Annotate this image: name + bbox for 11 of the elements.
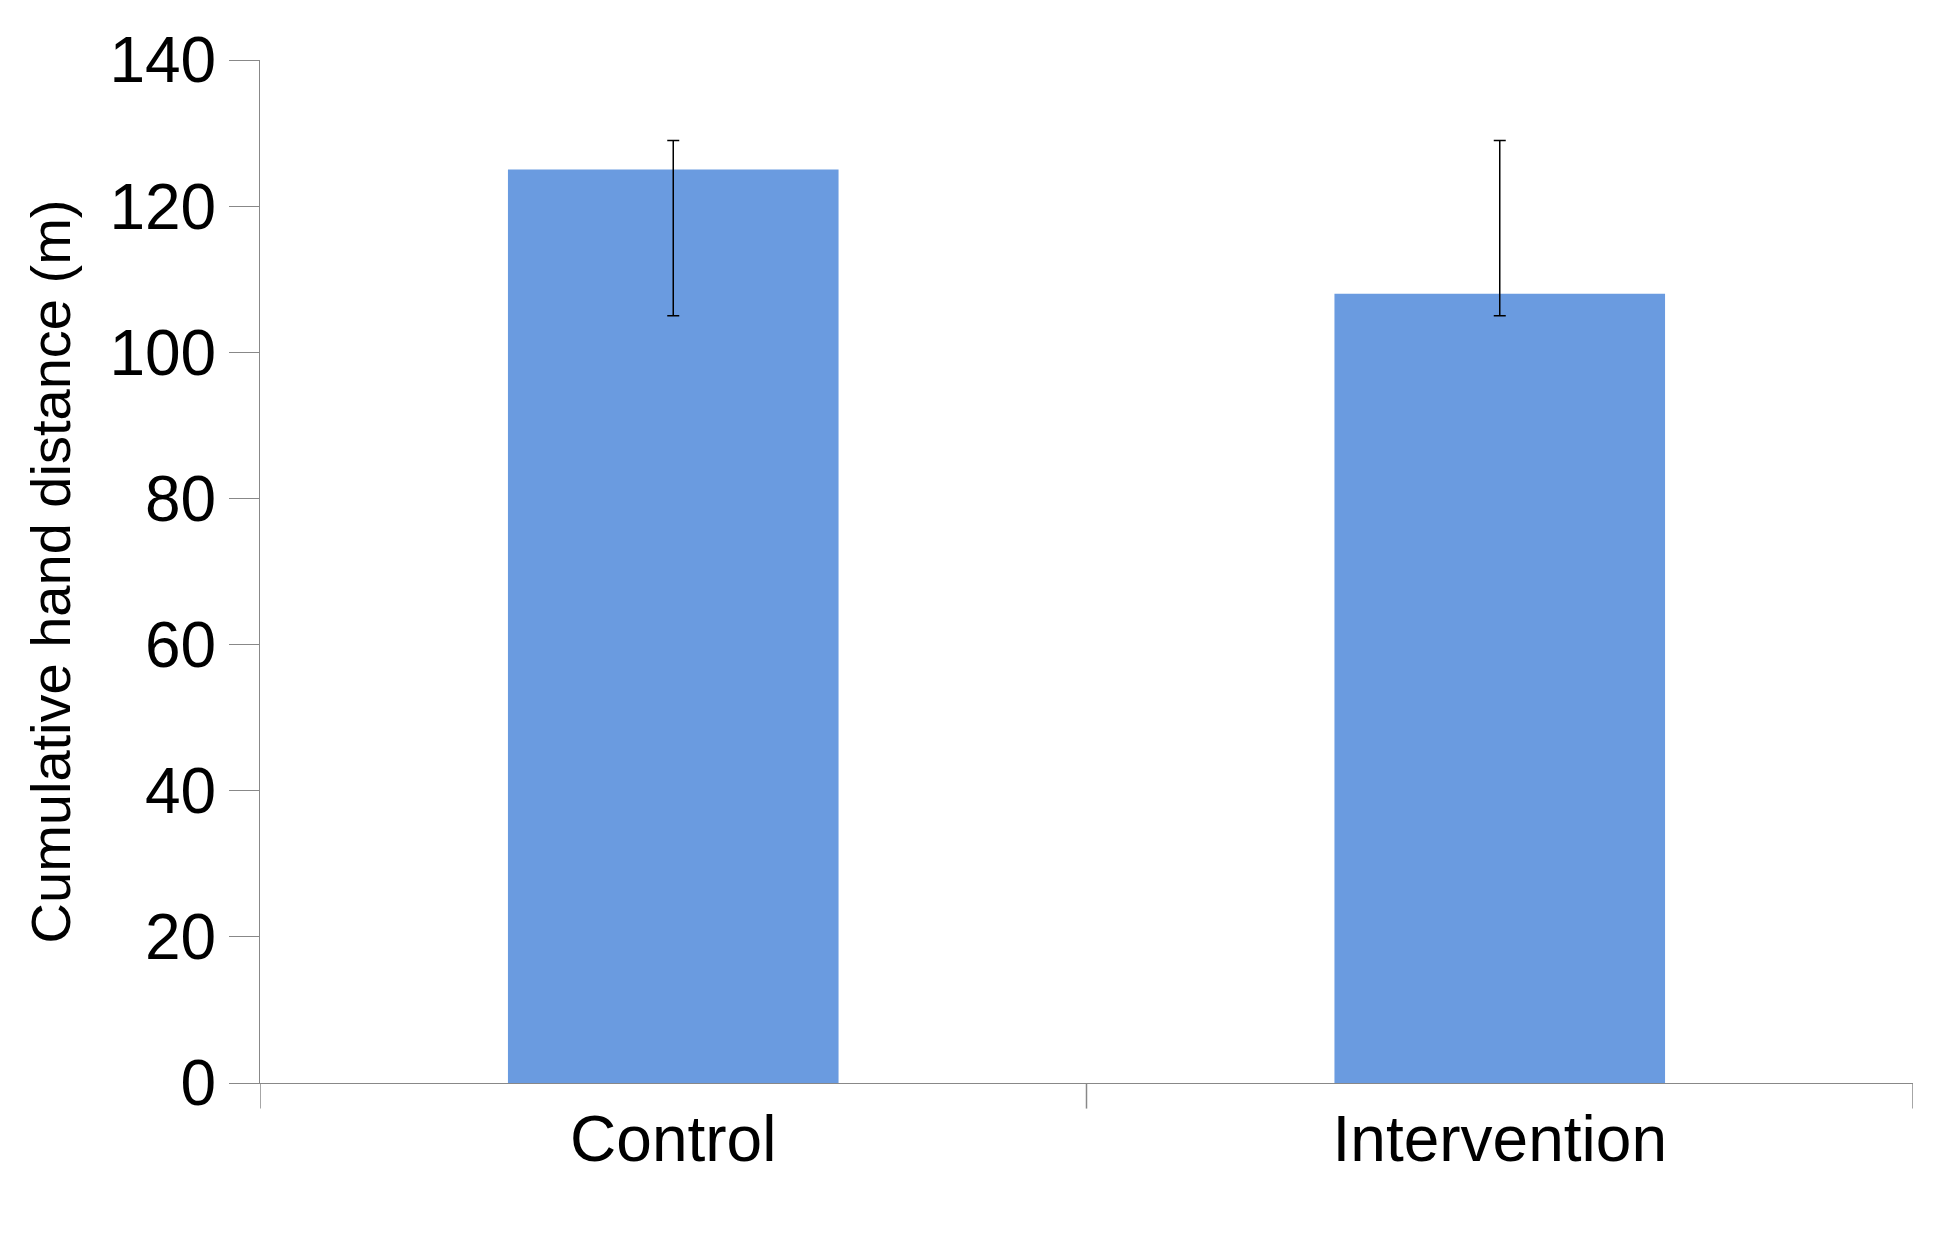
y-tick-label: 120 <box>109 170 217 243</box>
y-axis-title: Cumulative hand distance (m) <box>19 199 83 944</box>
y-tick-label: 80 <box>145 462 217 535</box>
y-tick-label: 40 <box>145 755 217 828</box>
x-tick-label: Intervention <box>1332 1102 1667 1175</box>
y-tick-label: 60 <box>145 608 217 681</box>
y-tick-label: 0 <box>180 1047 217 1120</box>
y-tick-label: 100 <box>109 316 217 389</box>
x-tick-label: Control <box>570 1102 777 1175</box>
y-tick-label: 20 <box>145 901 217 974</box>
y-tick-label: 140 <box>109 24 217 97</box>
